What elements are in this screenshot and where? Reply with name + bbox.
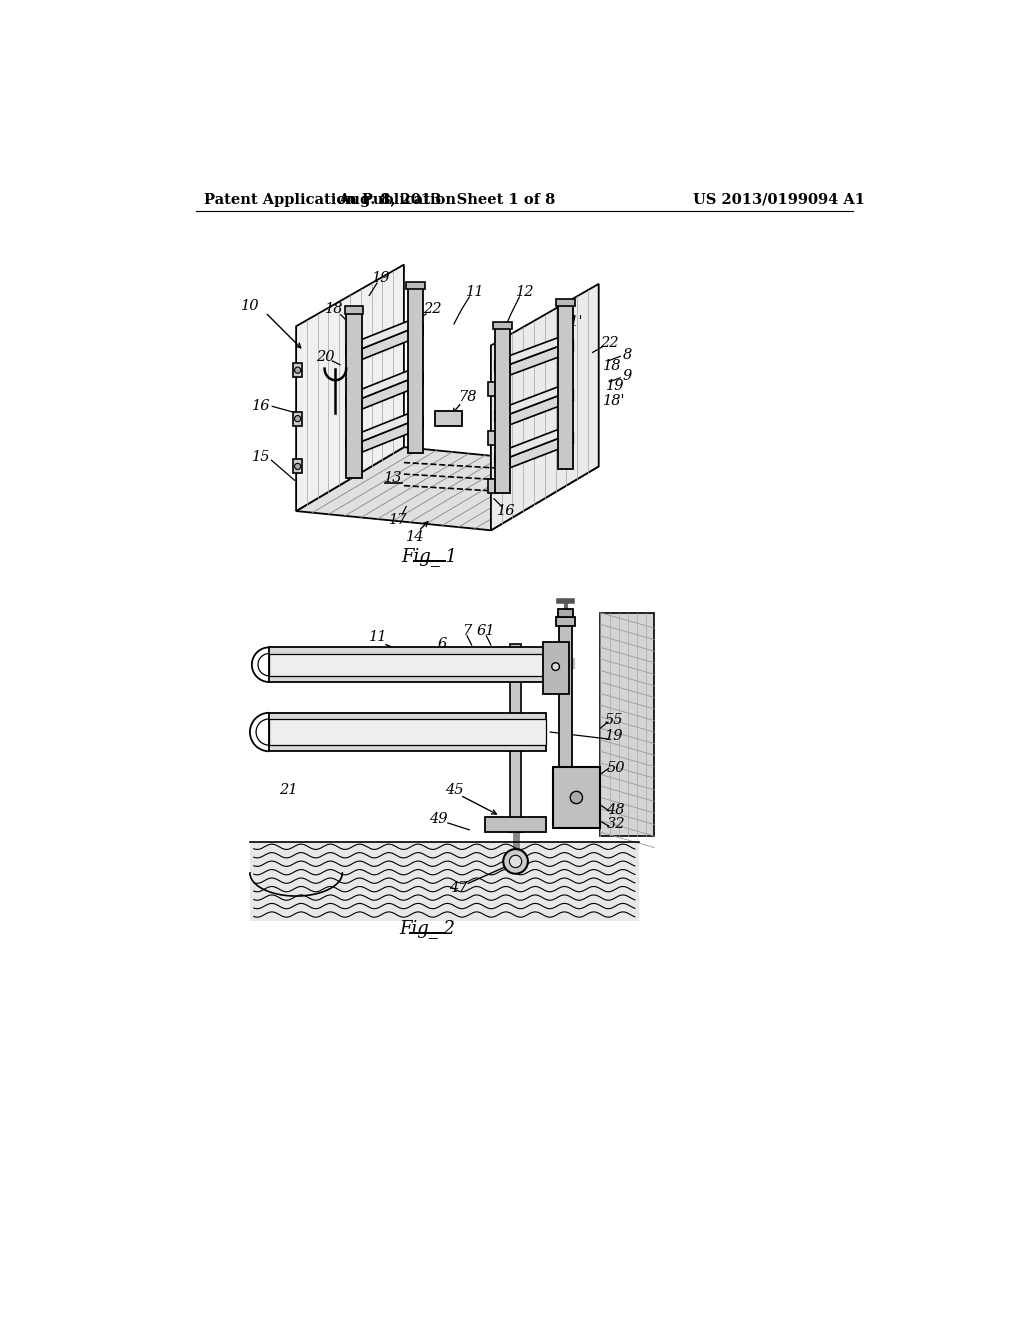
Bar [559, 620, 571, 829]
Text: 17: 17 [389, 513, 408, 527]
Polygon shape [346, 321, 423, 348]
Polygon shape [495, 411, 510, 425]
Text: 11: 11 [466, 285, 484, 300]
Bar [510, 644, 521, 829]
Text: Fig_ 2: Fig_ 2 [399, 919, 455, 939]
Text: 50: 50 [606, 762, 625, 775]
Text: 21: 21 [280, 783, 298, 797]
Polygon shape [346, 396, 361, 409]
Circle shape [295, 463, 301, 470]
Polygon shape [361, 417, 423, 453]
Polygon shape [346, 438, 361, 453]
Polygon shape [495, 362, 510, 375]
Text: 11': 11' [560, 315, 583, 330]
Text: 32: 32 [606, 817, 625, 832]
Text: 14: 14 [407, 531, 425, 544]
Text: 47: 47 [449, 882, 467, 895]
Text: 20: 20 [316, 350, 335, 364]
Polygon shape [361, 325, 423, 359]
Bar [495, 327, 510, 494]
Bar [558, 609, 573, 616]
Text: 6: 6 [438, 636, 447, 651]
Text: 55: 55 [605, 714, 624, 727]
Bar [553, 767, 600, 829]
Bar [346, 313, 361, 478]
Bar [487, 430, 497, 445]
Text: 7: 7 [463, 624, 472, 638]
Text: 19: 19 [605, 729, 624, 743]
Text: 18': 18' [603, 393, 626, 408]
Bar [269, 653, 547, 676]
Text: 48: 48 [606, 803, 625, 817]
Text: 10: 10 [241, 300, 259, 313]
Bar [293, 412, 302, 425]
Bar [487, 479, 497, 492]
Text: 8: 8 [623, 347, 632, 362]
Text: Patent Application Publication: Patent Application Publication [204, 193, 456, 207]
Text: 49: 49 [429, 812, 447, 826]
Polygon shape [600, 612, 654, 836]
Text: 22: 22 [423, 302, 441, 317]
Polygon shape [495, 387, 573, 414]
Text: 11: 11 [370, 631, 388, 644]
Text: 19: 19 [606, 379, 625, 392]
Polygon shape [510, 433, 573, 467]
Bar [487, 383, 497, 396]
Text: 12: 12 [515, 285, 535, 300]
Circle shape [295, 367, 301, 374]
Polygon shape [346, 371, 423, 399]
Polygon shape [296, 264, 403, 511]
Text: US 2013/0199094 A1: US 2013/0199094 A1 [692, 193, 864, 207]
Text: 13: 13 [384, 471, 402, 484]
Bar [543, 642, 569, 693]
Text: 15: 15 [252, 450, 270, 465]
Bar [408, 288, 423, 453]
Bar [435, 411, 463, 426]
Bar [556, 616, 574, 626]
Circle shape [570, 792, 583, 804]
Polygon shape [296, 447, 599, 531]
Polygon shape [361, 374, 423, 409]
Text: 16: 16 [497, 504, 515, 517]
Text: 9: 9 [623, 370, 632, 383]
Bar [293, 459, 302, 474]
Bar [558, 305, 573, 469]
Bar [269, 713, 547, 751]
Bar [293, 363, 302, 378]
Text: 78: 78 [458, 391, 476, 404]
Bar [407, 281, 425, 289]
Text: 22: 22 [600, 337, 618, 350]
Polygon shape [346, 413, 423, 441]
Polygon shape [346, 346, 361, 359]
Text: Aug. 8, 2013   Sheet 1 of 8: Aug. 8, 2013 Sheet 1 of 8 [338, 193, 555, 207]
Bar [494, 322, 512, 330]
Bar [269, 719, 547, 744]
Bar [345, 306, 364, 314]
Text: Fig_ 1: Fig_ 1 [401, 546, 458, 566]
Text: 61: 61 [477, 624, 496, 638]
Text: 16: 16 [252, 400, 270, 413]
Polygon shape [490, 284, 599, 531]
Polygon shape [250, 842, 639, 921]
Bar [556, 298, 574, 306]
Bar [269, 647, 547, 682]
Text: 18: 18 [602, 359, 622, 374]
Text: 45: 45 [444, 783, 463, 797]
Polygon shape [495, 454, 510, 467]
Polygon shape [495, 429, 573, 457]
Polygon shape [495, 338, 573, 364]
Circle shape [503, 849, 528, 874]
Circle shape [509, 855, 521, 867]
Circle shape [295, 416, 301, 422]
Polygon shape [510, 389, 573, 425]
Circle shape [552, 663, 559, 671]
Bar [484, 817, 547, 832]
Text: 18: 18 [326, 302, 344, 317]
Polygon shape [510, 341, 573, 375]
Text: 19: 19 [373, 271, 391, 285]
